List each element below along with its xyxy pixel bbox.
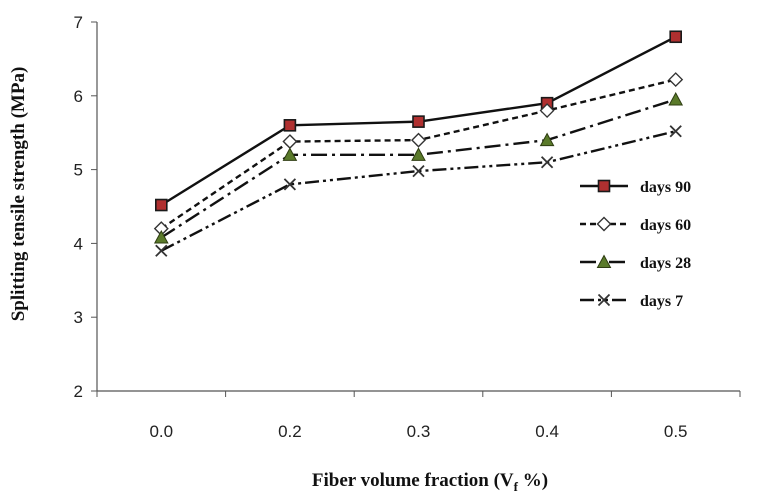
x-axis-title-subscript: f bbox=[514, 479, 519, 494]
y-tick-label: 7 bbox=[74, 13, 83, 32]
data-point bbox=[669, 125, 682, 138]
legend-item: days 90 bbox=[580, 179, 691, 196]
x-tick-label: 0.5 bbox=[664, 422, 688, 441]
y-axis-title: Splitting tensile strength (MPa) bbox=[8, 67, 29, 322]
data-point bbox=[539, 103, 555, 119]
x-axis-title-tail: %) bbox=[518, 470, 548, 491]
legend-label: days 28 bbox=[640, 255, 691, 272]
series-days-28 bbox=[153, 91, 684, 244]
data-point bbox=[669, 30, 683, 44]
legend-marker bbox=[596, 216, 612, 232]
legend-marker bbox=[597, 179, 611, 193]
data-point bbox=[155, 244, 168, 257]
data-point bbox=[539, 132, 555, 147]
legend-label: days 60 bbox=[640, 217, 691, 234]
series-line bbox=[160, 98, 677, 239]
data-point bbox=[668, 91, 684, 106]
legend-marker bbox=[596, 254, 612, 268]
legend-label: days 7 bbox=[640, 293, 683, 310]
data-point bbox=[283, 119, 297, 132]
data-point bbox=[412, 115, 425, 128]
y-tick-label: 5 bbox=[74, 161, 83, 180]
x-tick-label: 0.4 bbox=[535, 422, 559, 441]
y-tick-label: 3 bbox=[74, 308, 83, 327]
data-point bbox=[668, 72, 684, 88]
legend-marker bbox=[597, 293, 611, 307]
y-tick-label: 6 bbox=[74, 87, 83, 106]
data-point bbox=[540, 156, 554, 169]
x-tick-label: 0.3 bbox=[407, 422, 431, 441]
x-axis-title: Fiber volume fraction (Vf %) bbox=[312, 470, 548, 494]
legend-item: days 28 bbox=[580, 254, 691, 272]
data-point bbox=[411, 147, 426, 161]
legend-item: days 7 bbox=[580, 293, 683, 310]
y-tick-label: 2 bbox=[74, 382, 83, 401]
series-days-60 bbox=[153, 72, 684, 237]
y-tick-label: 4 bbox=[74, 234, 83, 253]
data-point bbox=[412, 164, 425, 178]
series-days-7 bbox=[155, 125, 682, 257]
data-point bbox=[411, 132, 426, 148]
x-tick-label: 0.0 bbox=[149, 422, 173, 441]
chart-axes: 2 3 4 5 6 7 0.0 0.2 0.3 0.4 0.5 bbox=[74, 13, 741, 441]
data-point bbox=[283, 178, 297, 191]
series-layer bbox=[153, 30, 684, 257]
legend-label: days 90 bbox=[640, 179, 691, 196]
data-point bbox=[282, 134, 298, 150]
data-point bbox=[153, 229, 169, 244]
legend: days 90 days 60 days 28 days 7 bbox=[580, 179, 691, 310]
x-tick-label: 0.2 bbox=[278, 422, 302, 441]
data-point bbox=[155, 198, 168, 212]
data-point bbox=[282, 147, 298, 161]
legend-item: days 60 bbox=[580, 216, 691, 234]
